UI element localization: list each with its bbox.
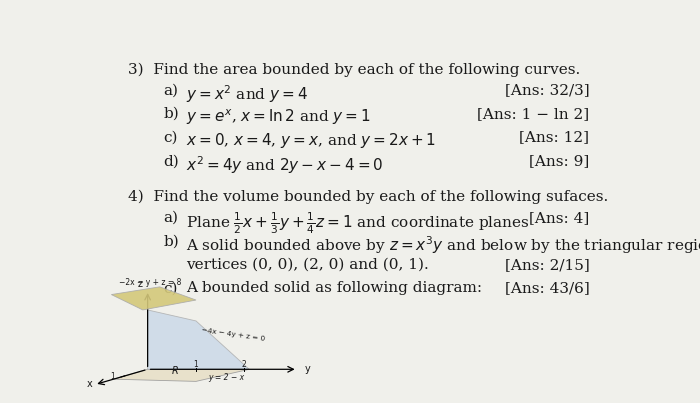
Text: [Ans: 9]: [Ans: 9] — [529, 154, 589, 168]
Text: 2: 2 — [242, 359, 246, 369]
Text: R: R — [172, 366, 178, 376]
Text: −2x − y + z = 8: −2x − y + z = 8 — [118, 278, 181, 287]
Text: c): c) — [163, 131, 178, 145]
Text: b): b) — [163, 234, 179, 248]
Text: $y = e^x$, $x = \ln 2$ and $y = 1$: $y = e^x$, $x = \ln 2$ and $y = 1$ — [186, 107, 371, 127]
Text: $x^2 = 4y$ and $2y - x - 4 = 0$: $x^2 = 4y$ and $2y - x - 4 = 0$ — [186, 154, 384, 176]
Text: $x = 0$, $x = 4$, $y = x$, and $y = 2x + 1$: $x = 0$, $x = 4$, $y = x$, and $y = 2x +… — [186, 131, 436, 150]
Polygon shape — [111, 287, 196, 310]
Text: d): d) — [163, 154, 179, 168]
Text: [Ans: 32/3]: [Ans: 32/3] — [505, 83, 589, 98]
Text: 3)  Find the area bounded by each of the following curves.: 3) Find the area bounded by each of the … — [128, 62, 580, 77]
Text: [Ans: 43/6]: [Ans: 43/6] — [505, 281, 589, 295]
Text: 1: 1 — [110, 372, 115, 381]
Text: 4)  Find the volume bounded by each of the following sufaces.: 4) Find the volume bounded by each of th… — [128, 189, 608, 204]
Text: y: y — [304, 364, 311, 374]
Text: vertices (0, 0), (2, 0) and (0, 1).: vertices (0, 0), (2, 0) and (0, 1). — [186, 258, 429, 272]
Text: a): a) — [163, 211, 179, 224]
Text: x: x — [88, 379, 93, 389]
Text: c): c) — [163, 281, 178, 295]
Text: b): b) — [163, 107, 179, 121]
Text: Plane $\frac{1}{2}x + \frac{1}{3}y + \frac{1}{4}z = 1$ and coordinate planes: Plane $\frac{1}{2}x + \frac{1}{3}y + \fr… — [186, 211, 530, 236]
Text: −4x − 4y + z = 0: −4x − 4y + z = 0 — [201, 327, 265, 342]
Text: [Ans: 1 − ln 2]: [Ans: 1 − ln 2] — [477, 107, 589, 121]
Text: y = 2 − x: y = 2 − x — [208, 373, 244, 382]
Text: a): a) — [163, 83, 179, 98]
Text: $y = x^2$ and $y = 4$: $y = x^2$ and $y = 4$ — [186, 83, 308, 105]
Text: [Ans: 4]: [Ans: 4] — [529, 211, 589, 224]
Text: [Ans: 12]: [Ans: 12] — [519, 131, 589, 145]
Polygon shape — [148, 310, 249, 369]
Text: 1: 1 — [194, 359, 198, 369]
Text: A solid bounded above by $z = x^3 y$ and below by the triangular region with: A solid bounded above by $z = x^3 y$ and… — [186, 234, 700, 256]
Text: z: z — [138, 279, 143, 289]
Text: [Ans: 2/15]: [Ans: 2/15] — [505, 258, 589, 272]
Polygon shape — [114, 369, 249, 381]
Text: A bounded solid as following diagram:: A bounded solid as following diagram: — [186, 281, 482, 295]
